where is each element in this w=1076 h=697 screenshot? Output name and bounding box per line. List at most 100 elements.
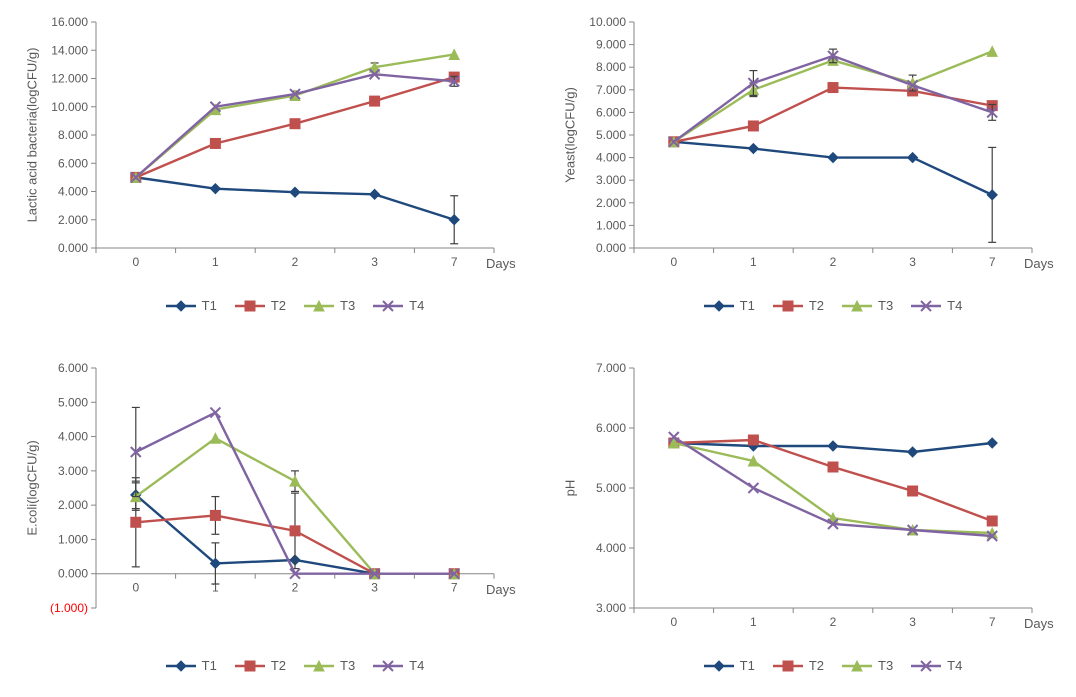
- legend-item-T2: T2: [773, 658, 824, 673]
- ytick-label: 5.000: [596, 128, 626, 142]
- legend: T1 T2 T3 T4: [634, 298, 1032, 313]
- xtick-label: 2: [830, 615, 837, 629]
- ylabel: Yeast(logCFU/g): [563, 87, 578, 183]
- legend-label: T3: [340, 658, 355, 673]
- legend-swatch-T2: [773, 299, 803, 313]
- series-marker-T2: [987, 516, 997, 526]
- legend-item-T4: T4: [911, 658, 962, 673]
- ytick-label: 4.000: [58, 430, 88, 444]
- legend: T1 T2 T3 T4: [634, 658, 1032, 673]
- series-line-T1: [674, 142, 992, 195]
- legend-label: T3: [878, 298, 893, 313]
- series-marker-T3: [210, 433, 220, 443]
- legend-label: T4: [947, 658, 962, 673]
- series-marker-T2: [290, 119, 300, 129]
- series-marker-T3: [290, 476, 300, 486]
- legend-swatch-T4: [373, 659, 403, 673]
- ytick-label: 2.000: [58, 498, 88, 512]
- legend-item-T2: T2: [773, 298, 824, 313]
- legend: T1T2T3T4: [96, 298, 494, 313]
- legend-swatch-T4: [911, 299, 941, 313]
- xtick-label: 0: [670, 255, 677, 269]
- legend-label: T1: [202, 658, 217, 673]
- xtick-label: 3: [371, 581, 378, 595]
- xlabel: Days: [1024, 256, 1054, 271]
- ytick-label: 10.000: [51, 100, 88, 114]
- legend-label: T2: [271, 658, 286, 673]
- legend-item-T2: T2: [235, 658, 286, 673]
- legend-swatch-T2: [235, 299, 265, 313]
- ytick-label: 7.000: [596, 83, 626, 97]
- ytick-label: 4.000: [58, 185, 88, 199]
- ytick-label: 2.000: [58, 213, 88, 227]
- ytick-label: 16.000: [51, 15, 88, 29]
- legend-swatch-T1: [704, 659, 734, 673]
- plot-area: (1.000) 0.000 1.000 2.000 3.000 4.000 5.000 6.0…: [22, 354, 506, 636]
- page: { "colors": { "axis": "#868686", "tick_t…: [0, 0, 1076, 697]
- legend-label: T4: [947, 298, 962, 313]
- series-marker-T4: [210, 408, 220, 418]
- xtick-label: 0: [132, 581, 139, 595]
- chart-ph: 3.0004.0005.0006.0007.00001237pHDaysT1T2…: [560, 354, 1044, 682]
- series-marker-T4: [748, 483, 758, 493]
- ytick-label: 0.000: [58, 567, 88, 581]
- xtick-label: 1: [212, 255, 219, 269]
- ytick-label: 6.000: [58, 361, 88, 375]
- legend-swatch-T3: [304, 299, 334, 313]
- xtick-label: 7: [451, 581, 458, 595]
- ytick-label: 2.000: [596, 196, 626, 210]
- legend-item-T1: T1: [704, 298, 755, 313]
- ytick-label: 9.000: [596, 38, 626, 52]
- ytick-label: (1.000): [50, 601, 88, 615]
- xtick-label: 2: [292, 581, 299, 595]
- series-marker-T2: [748, 121, 758, 131]
- ytick-label: 6.000: [596, 105, 626, 119]
- ytick-label: 1.000: [58, 532, 88, 546]
- series-marker-T1: [210, 184, 220, 194]
- legend-item-T3: T3: [304, 658, 355, 673]
- series-marker-T2: [748, 435, 758, 445]
- series-marker-T1: [748, 144, 758, 154]
- series-marker-T2: [828, 83, 838, 93]
- series-marker-T1: [290, 187, 300, 197]
- ytick-label: 0.000: [58, 241, 88, 255]
- ytick-label: 0.000: [596, 241, 626, 255]
- legend-item-T3: T3: [304, 298, 355, 313]
- legend-item-T1: T1: [166, 658, 217, 673]
- legend-label: T2: [809, 658, 824, 673]
- series-marker-T1: [987, 190, 997, 200]
- xtick-label: 1: [750, 615, 757, 629]
- chart-lactic-acid-bacteria: 0.0002.0004.0006.0008.00010.00012.00014.…: [22, 8, 506, 322]
- legend-item-T3: T3: [842, 298, 893, 313]
- legend-label: T3: [878, 658, 893, 673]
- series-line-T4: [674, 56, 992, 142]
- legend-item-T1: T1: [166, 298, 217, 313]
- legend-item-T4: T4: [373, 658, 424, 673]
- series-marker-T2: [290, 526, 300, 536]
- series-line-T2: [674, 440, 992, 521]
- plot-area: 0.0001.0002.0003.0004.0005.0006.0007.000…: [560, 8, 1044, 276]
- ytick-label: 3.000: [58, 464, 88, 478]
- chart-yeast: 0.0001.0002.0003.0004.0005.0006.0007.000…: [560, 8, 1044, 322]
- ytick-label: 5.000: [596, 481, 626, 495]
- xtick-label: 7: [989, 615, 996, 629]
- ytick-label: 14.000: [51, 43, 88, 57]
- legend-swatch-T2: [773, 659, 803, 673]
- ytick-label: 10.000: [589, 15, 626, 29]
- ytick-label: 3.000: [596, 173, 626, 187]
- series-marker-T1: [828, 441, 838, 451]
- series-marker-T1: [908, 153, 918, 163]
- legend-label: T1: [740, 298, 755, 313]
- series-marker-T3: [987, 46, 997, 56]
- xlabel: Days: [486, 256, 516, 271]
- series-marker-T1: [828, 153, 838, 163]
- ytick-label: 5.000: [58, 395, 88, 409]
- ytick-label: 3.000: [596, 601, 626, 615]
- ytick-label: 4.000: [596, 151, 626, 165]
- xlabel: Days: [1024, 616, 1054, 631]
- xtick-label: 7: [451, 255, 458, 269]
- ytick-label: 6.000: [58, 156, 88, 170]
- legend-label: T4: [409, 298, 424, 313]
- ytick-label: 8.000: [596, 60, 626, 74]
- legend-item-T1: T1: [704, 658, 755, 673]
